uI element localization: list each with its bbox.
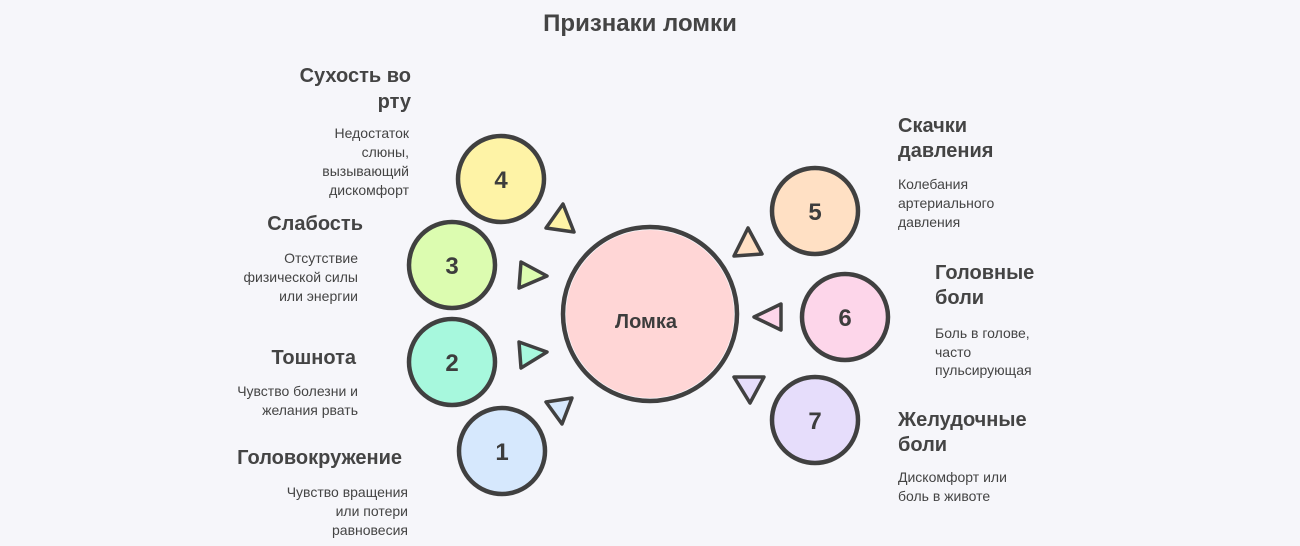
node-circle-fill	[411, 321, 493, 403]
arrow-triangle-icon	[732, 375, 766, 405]
symptom-node-3: 3 Слабость Отсутствие физической силы или эн…	[244, 213, 549, 311]
diagram-title: Признаки ломки	[543, 10, 737, 37]
symptom-description: желания рвать	[262, 402, 358, 418]
symptom-description: слюны,	[362, 144, 409, 160]
symptom-title: Сухость во	[300, 65, 411, 87]
node-number: 4	[494, 167, 508, 194]
symptom-description: или энергии	[279, 288, 358, 304]
symptom-node-4: 4 Сухость во рту Недостаток слюны, вызывающий…	[300, 65, 576, 234]
symptom-description: Колебания	[898, 176, 968, 192]
symptom-description: артериального	[898, 195, 994, 211]
node-circle-fill	[804, 276, 886, 358]
center-node: Ломка	[560, 224, 740, 404]
symptom-title: рту	[378, 91, 412, 113]
symptom-description: боль в животе	[898, 488, 990, 504]
node-number: 7	[808, 408, 821, 435]
symptom-node-5: 5 Скачки давления Колебания артериального дав…	[732, 115, 994, 258]
center-circle-outline	[560, 224, 740, 404]
symptom-title: Скачки	[898, 115, 967, 137]
symptom-description: Чувство вращения	[287, 484, 408, 500]
node-circle-fill	[460, 138, 542, 220]
node-circle-outline	[769, 374, 861, 466]
node-circle-outline	[406, 316, 498, 408]
symptom-description: вызывающий	[322, 163, 409, 179]
symptom-node-7: 7 Желудочные боли Дискомфорт или боль в живо…	[732, 374, 1027, 504]
symptom-node-2: 2 Тошнота Чувство болезни и желания рвать	[237, 316, 549, 418]
arrow-triangle-icon	[544, 202, 576, 234]
node-number: 5	[808, 199, 821, 226]
symptom-title: Головокружение	[237, 447, 402, 469]
node-circle-fill	[774, 170, 856, 252]
arrow-triangle-icon	[517, 260, 549, 290]
node-number: 3	[445, 253, 458, 280]
node-circle-fill	[774, 379, 856, 461]
symptom-description: Боль в голове,	[935, 325, 1030, 341]
symptom-description: давления	[898, 214, 960, 230]
arrow-triangle-icon	[732, 226, 764, 258]
node-circle-outline	[456, 405, 548, 497]
node-circle-outline	[769, 165, 861, 257]
center-label: Ломка	[615, 311, 678, 333]
symptom-description: пульсирующая	[935, 362, 1032, 378]
symptom-description: физической силы	[244, 269, 359, 285]
arrow-triangle-icon	[752, 302, 783, 332]
symptom-title: боли	[898, 434, 947, 456]
symptom-title: Тошнота	[271, 347, 356, 369]
symptom-title: Желудочные	[897, 409, 1027, 431]
symptom-description: Чувство болезни и	[237, 383, 358, 399]
symptom-description: часто	[935, 344, 971, 360]
symptom-title: Головные	[935, 262, 1034, 284]
symptom-description: Дискомфорт или	[898, 469, 1007, 485]
center-circle-fill	[566, 230, 734, 398]
symptom-title: боли	[935, 287, 984, 309]
node-circle-fill	[411, 224, 493, 306]
symptom-description: Недостаток	[335, 125, 410, 141]
symptom-description: равновесия	[332, 522, 408, 538]
node-circle-outline	[799, 271, 891, 363]
node-number: 6	[838, 305, 851, 332]
node-circle-outline	[406, 219, 498, 311]
symptom-description: или потери	[336, 503, 408, 519]
arrow-triangle-icon	[517, 340, 549, 370]
symptom-description: Отсутствие	[284, 250, 358, 266]
node-number: 1	[495, 439, 508, 466]
symptom-description: дискомфорт	[329, 182, 409, 198]
node-circle-fill	[461, 410, 543, 492]
node-circle-outline	[455, 133, 547, 225]
arrow-triangle-icon	[544, 396, 574, 426]
node-number: 2	[445, 350, 458, 377]
symptom-node-1: 1 Головокружение Чувство вращения или потер…	[237, 396, 574, 538]
symptom-node-6: 6 Головные боли Боль в голове, часто пульсиру…	[752, 262, 1034, 378]
symptom-title: Слабость	[267, 213, 363, 235]
symptom-title: давления	[898, 140, 993, 162]
